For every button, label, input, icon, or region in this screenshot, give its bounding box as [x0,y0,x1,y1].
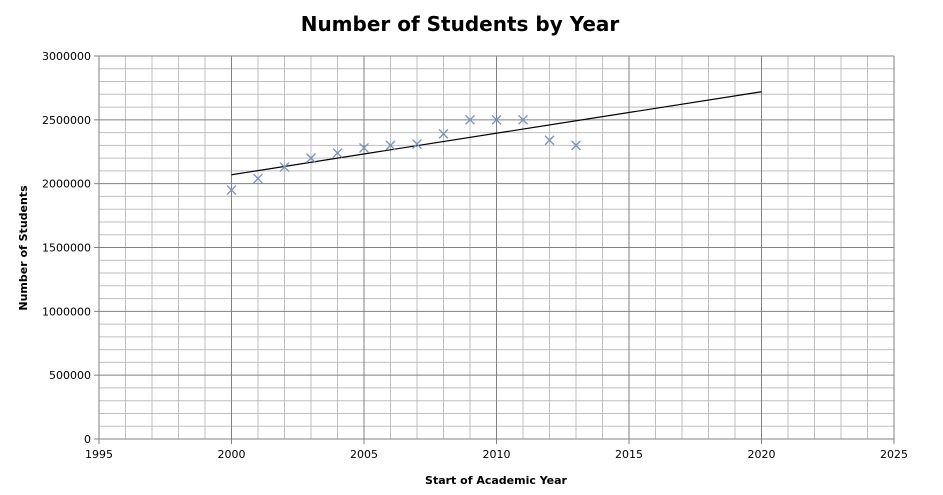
y-tick-label: 500000 [49,369,91,382]
x-axis-label: Start of Academic Year [425,474,568,487]
data-point [412,139,422,150]
y-tick-label: 2500000 [42,114,91,127]
data-point [359,142,369,153]
y-tick-label: 0 [84,433,91,446]
data-point [491,114,502,125]
data-point [279,162,290,173]
y-axis-label: Number of Students [17,185,30,311]
data-point [438,128,449,139]
y-tick-label: 1000000 [42,305,91,318]
data-point [253,173,263,184]
axes [94,55,895,444]
data-point [226,185,237,196]
data-point [306,153,316,164]
data-point [518,114,528,125]
data-point [465,114,475,125]
tick-labels: 1995 2000 2005 2010 2015 2020 2025 0 500000 10000… [42,50,908,461]
x-tick-label: 1995 [85,448,113,461]
chart-title: Number of Students by Year [301,12,620,36]
y-tick-label: 3000000 [42,50,91,63]
data-point [571,140,581,151]
y-tick-label: 2000000 [42,178,91,191]
x-tick-label: 2000 [218,448,246,461]
linear-trendline [231,91,762,176]
data-point [385,140,396,151]
gridlines [98,55,895,440]
data-point [332,148,343,158]
y-tick-label: 1500000 [42,242,91,255]
x-tick-label: 2010 [483,448,511,461]
trendline-group [231,91,762,176]
x-tick-label: 2005 [350,448,378,461]
x-tick-label: 2025 [880,448,908,461]
x-tick-label: 2020 [748,448,776,461]
x-tick-label: 2015 [615,448,643,461]
data-point [544,135,555,146]
data-points [226,114,581,196]
